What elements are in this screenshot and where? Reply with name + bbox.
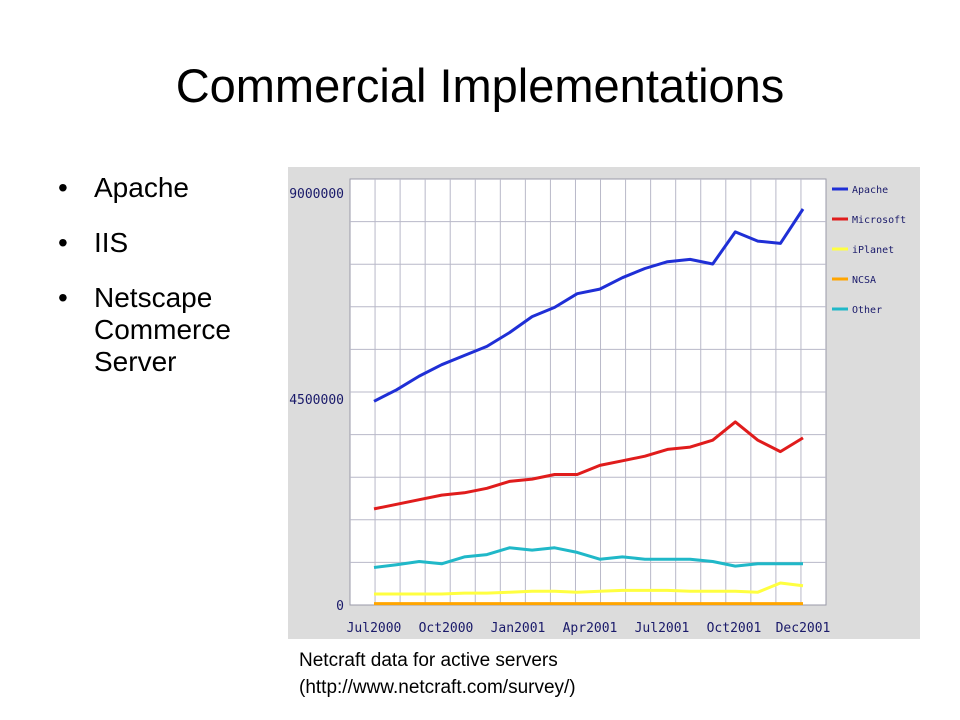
x-tick-label: Apr2001 [563,621,618,636]
caption-line-2: (http://www.netcraft.com/survey/) [299,677,576,698]
x-tick-label: Oct2001 [707,621,762,636]
bullet-item-iis: IIS [58,227,298,259]
bullet-item-apache: Apache [58,172,298,204]
series-line-iplanet [374,581,804,596]
legend-label-ncsa: NCSA [852,275,876,286]
bullet-item-netscape: Netscape Commerce Server [58,282,298,378]
legend-label-other: Other [852,305,882,316]
y-tick-label: 0 [336,599,344,614]
x-tick-label: Jan2001 [491,621,546,636]
caption-line-1: Netcraft data for active servers [299,650,558,671]
legend-label-iplanet: iPlanet [852,245,894,256]
legend-label-apache: Apache [852,185,888,196]
y-tick-label: 9000000 [289,187,344,202]
bullet-list: Apache IIS Netscape Commerce Server [58,172,298,401]
x-tick-label: Oct2000 [419,621,474,636]
series-line-other [373,546,803,569]
x-tick-label: Jul2000 [347,621,402,636]
chart-caption: Netcraft data for active servers (http:/… [299,647,719,701]
chart: 9000000 4500000 0 Jul2000 Oct2000 Jan2001 Apr2… [288,167,920,639]
y-tick-label: 4500000 [289,393,344,408]
x-tick-label: Jul2001 [635,621,690,636]
series-line-microsoft [373,420,804,511]
legend-label-microsoft: Microsoft [852,215,906,226]
series-line-apache [373,208,805,403]
x-tick-label: Dec2001 [776,621,831,636]
slide-title: Commercial Implementations [175,59,785,112]
